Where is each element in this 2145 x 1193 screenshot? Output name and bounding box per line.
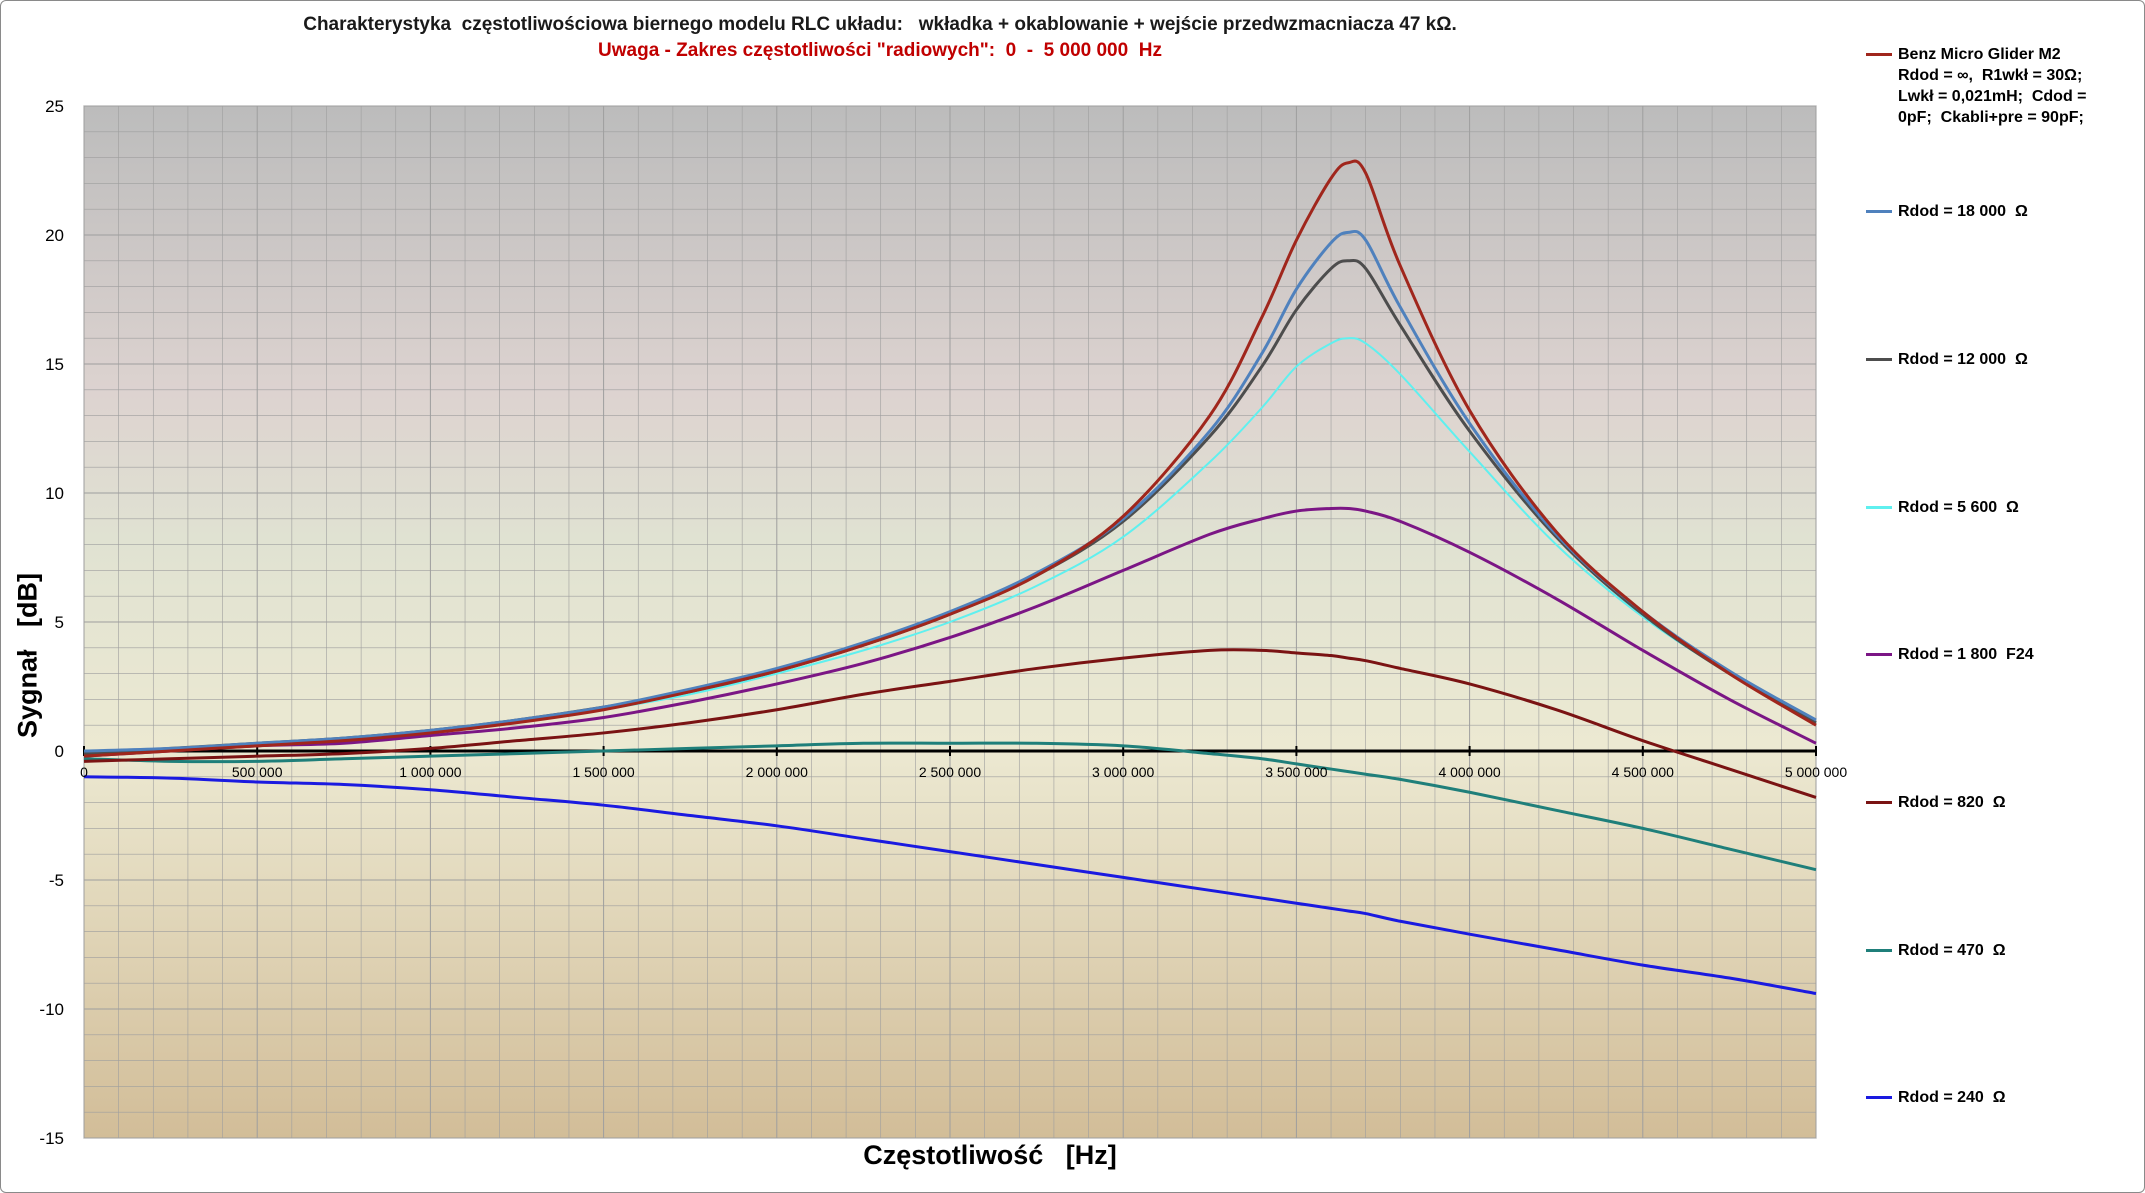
legend-swatch: [1866, 506, 1892, 509]
legend-label: Benz Micro Glider M2 Rdod = ∞, R1wkł = 3…: [1898, 46, 2087, 126]
legend-label: Rdod = 12 000 Ω: [1898, 351, 2028, 368]
series-line: [83, 159, 1817, 758]
legend-label: Rdod = 240 Ω: [1898, 1089, 2006, 1106]
x-tick-label: 2 500 000: [919, 764, 981, 780]
y-tick-label: 15: [45, 355, 64, 374]
x-tick-label: 500 000: [232, 764, 283, 780]
y-axis-label: Sygnał [dB]: [12, 573, 43, 739]
x-tick-label: 0: [80, 764, 88, 780]
series-lines: [83, 159, 1817, 995]
x-tick-label: 3 000 000: [1092, 764, 1154, 780]
x-tick-label: 3 500 000: [1265, 764, 1327, 780]
legend-swatch: [1866, 801, 1892, 804]
legend-swatch: [1866, 949, 1892, 952]
legend-swatch: [1866, 210, 1892, 213]
y-tick-label: -15: [39, 1129, 64, 1148]
x-axis-label: Częstotliwość [Hz]: [863, 1140, 1117, 1170]
y-tick-label: 0: [55, 742, 64, 761]
grid: [83, 105, 1817, 1139]
legend-label: Rdod = 820 Ω: [1898, 794, 2006, 811]
chart-title: Charakterystyka częstotliwościowa bierne…: [303, 14, 1457, 35]
x-tick-label: 1 000 000: [399, 764, 461, 780]
legend-label: Rdod = 5 600 Ω: [1898, 499, 2019, 516]
y-tick-label: 10: [45, 484, 64, 503]
x-tick-label: 1 500 000: [572, 764, 634, 780]
legend-label: Rdod = 470 Ω: [1898, 942, 2006, 959]
legend-swatch: [1866, 1096, 1892, 1099]
x-tick-label: 5 000 000: [1785, 764, 1847, 780]
x-tick-label: 4 000 000: [1438, 764, 1500, 780]
y-tick-label: -5: [49, 871, 64, 890]
series-line: [83, 648, 1817, 799]
legend-label: Rdod = 1 800 F24: [1898, 646, 2034, 663]
x-tick-label: 4 500 000: [1612, 764, 1674, 780]
y-tick-label: 25: [45, 97, 64, 116]
y-tick-labels: 25 20 15 10 5 0 -5 -10 -15: [39, 97, 64, 1148]
series-line: [83, 775, 1817, 995]
series-line: [83, 741, 1817, 872]
y-tick-label: 20: [45, 226, 64, 245]
x-tick-label: 2 000 000: [746, 764, 808, 780]
legend-swatch: [1866, 653, 1892, 656]
legend-label: Rdod = 18 000 Ω: [1898, 203, 2028, 220]
y-tick-label: -10: [39, 1000, 64, 1019]
legend-swatch: [1866, 358, 1892, 361]
series-line: [83, 506, 1817, 758]
legend-swatch: [1866, 53, 1892, 56]
y-tick-label: 5: [55, 613, 64, 632]
chart-subtitle: Uwaga - Zakres częstotliwości "radiowych…: [598, 40, 1162, 61]
x-tick-labels: 0 500 000 1 000 000 1 500 000 2 000 000 2 500…: [80, 764, 1847, 780]
series-line: [83, 229, 1817, 753]
